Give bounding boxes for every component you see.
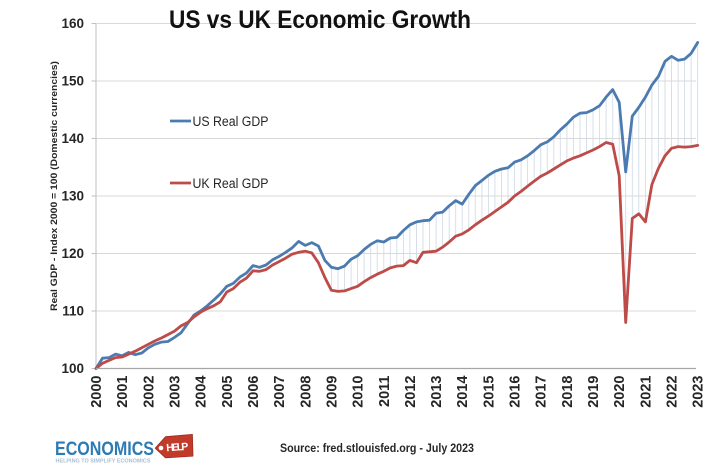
svg-text:2022: 2022 [665, 376, 681, 408]
svg-text:2003: 2003 [168, 376, 184, 408]
svg-text:2020: 2020 [612, 376, 628, 408]
svg-text:2016: 2016 [508, 376, 524, 408]
svg-text:2007: 2007 [272, 376, 288, 408]
svg-text:2006: 2006 [246, 376, 262, 408]
svg-text:120: 120 [61, 246, 84, 261]
svg-text:2017: 2017 [534, 376, 550, 408]
svg-text:2010: 2010 [351, 376, 367, 408]
svg-text:2018: 2018 [560, 376, 576, 408]
svg-text:HELPING TO SIMPLIFY ECONOMICS: HELPING TO SIMPLIFY ECONOMICS [56, 459, 151, 465]
svg-text:Real GDP - Index 2000 = 100 (: Real GDP - Index 2000 = 100 (Domestic cu… [49, 61, 60, 311]
svg-text:2002: 2002 [141, 376, 157, 408]
svg-text:2012: 2012 [403, 376, 419, 408]
svg-text:2015: 2015 [481, 376, 497, 408]
svg-text:2023: 2023 [691, 376, 707, 408]
svg-text:ECONOMICS: ECONOMICS [55, 438, 154, 460]
svg-text:2008: 2008 [298, 376, 314, 408]
svg-text:2011: 2011 [377, 376, 393, 407]
svg-text:Source: fred.stlouisfed.org -: Source: fred.stlouisfed.org - July 2023 [280, 441, 474, 455]
svg-text:2004: 2004 [194, 376, 210, 408]
svg-text:2019: 2019 [586, 376, 602, 408]
svg-text:150: 150 [61, 74, 84, 89]
svg-text:2021: 2021 [638, 376, 654, 408]
svg-text:110: 110 [62, 304, 84, 319]
svg-text:HELP: HELP [166, 441, 189, 455]
svg-text:UK Real GDP: UK Real GDP [193, 176, 269, 191]
svg-text:US vs UK Economic Growth: US vs UK Economic Growth [169, 6, 471, 34]
svg-text:2009: 2009 [324, 376, 340, 408]
svg-text:160: 160 [61, 16, 84, 31]
svg-text:2000: 2000 [89, 376, 105, 408]
svg-text:130: 130 [61, 189, 84, 204]
svg-text:140: 140 [61, 131, 84, 146]
svg-text:2005: 2005 [220, 376, 236, 408]
svg-text:2013: 2013 [429, 376, 445, 408]
svg-text:2014: 2014 [455, 376, 471, 408]
svg-text:US Real GDP: US Real GDP [193, 114, 269, 129]
svg-text:100: 100 [61, 361, 84, 376]
svg-text:2001: 2001 [115, 376, 131, 408]
